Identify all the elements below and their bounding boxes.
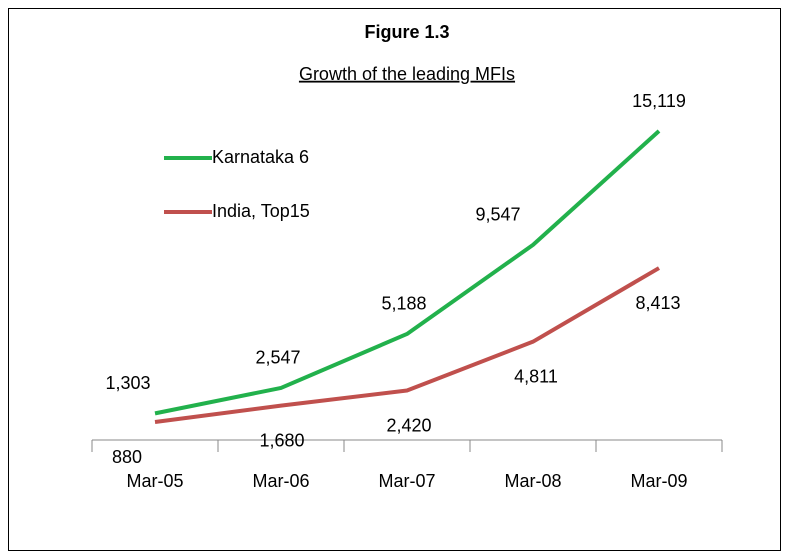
- x-tick-label: Mar-08: [504, 471, 561, 491]
- data-label: 9,547: [475, 205, 520, 225]
- data-label: 1,680: [259, 430, 304, 450]
- data-label: 5,188: [381, 294, 426, 314]
- chart-border: [8, 8, 781, 551]
- chart-title: Figure 1.3: [364, 22, 449, 42]
- data-label: 8,413: [635, 293, 680, 313]
- legend-label: Karnataka 6: [212, 147, 309, 167]
- data-label: 2,420: [386, 415, 431, 435]
- legend-label: India, Top15: [212, 201, 310, 221]
- x-tick-label: Mar-06: [252, 471, 309, 491]
- x-tick-label: Mar-09: [630, 471, 687, 491]
- data-label: 880: [112, 447, 142, 467]
- data-label: 2,547: [255, 348, 300, 368]
- series-line: [154, 266, 661, 424]
- x-tick-label: Mar-07: [378, 471, 435, 491]
- series-line: [154, 129, 661, 416]
- chart-subtitle: Growth of the leading MFIs: [299, 64, 515, 84]
- data-label: 1,303: [105, 373, 150, 393]
- data-label: 4,811: [514, 366, 558, 386]
- x-tick-label: Mar-05: [126, 471, 183, 491]
- data-label: 15,119: [632, 91, 686, 111]
